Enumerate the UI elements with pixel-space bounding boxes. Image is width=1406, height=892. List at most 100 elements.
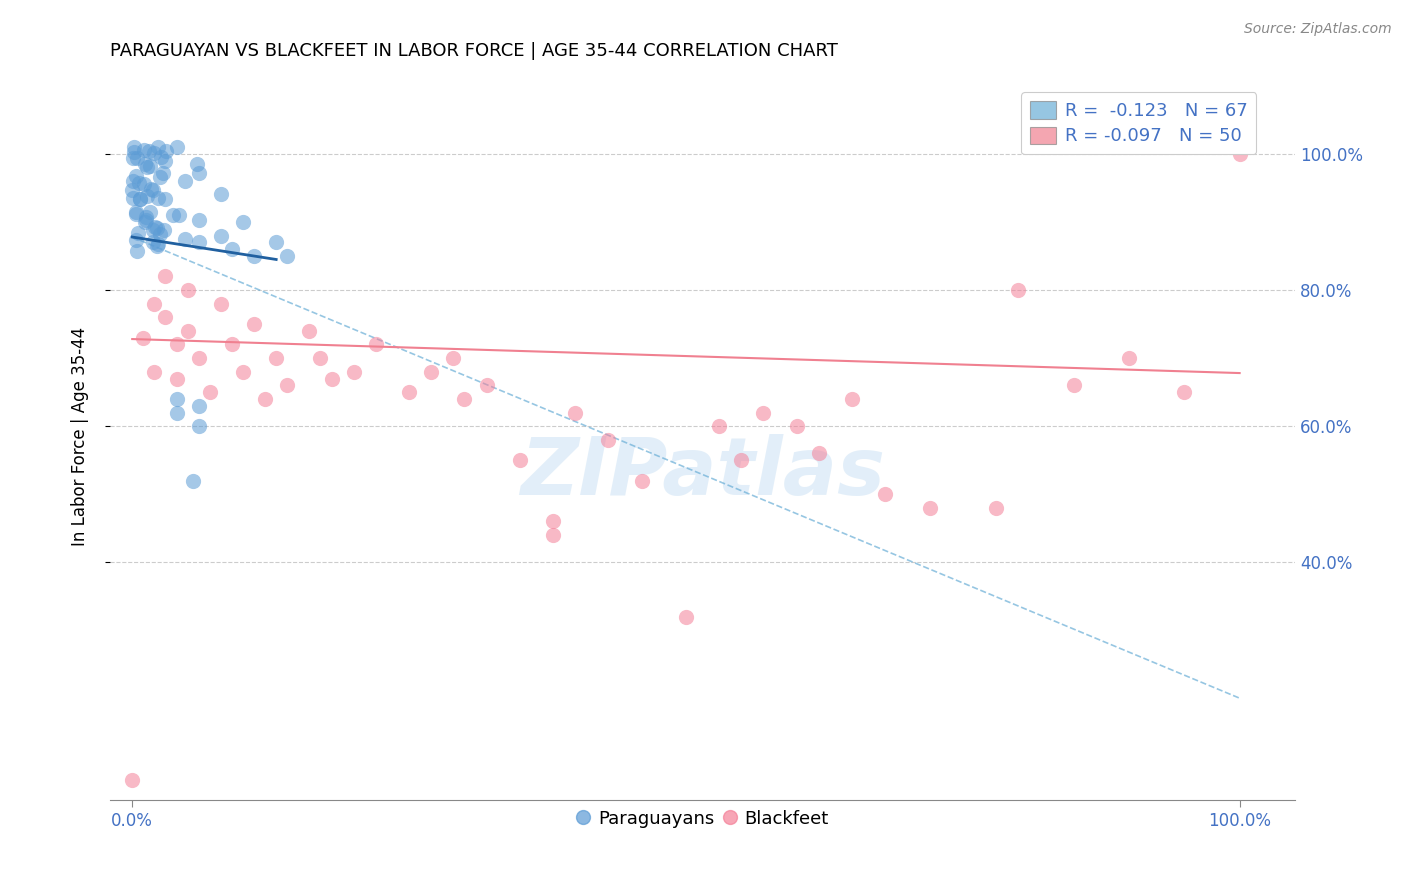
Point — [841, 392, 863, 406]
Point — [155, 269, 177, 284]
Point — [541, 528, 564, 542]
Point — [166, 140, 188, 154]
Point — [173, 174, 195, 188]
Point — [598, 433, 620, 447]
Point — [209, 187, 232, 202]
Point — [176, 324, 198, 338]
Point — [143, 219, 166, 234]
Point — [136, 189, 159, 203]
Point — [134, 157, 156, 171]
Point — [167, 208, 190, 222]
Point — [475, 378, 498, 392]
Point — [298, 324, 321, 338]
Point — [149, 227, 172, 242]
Point — [254, 392, 277, 406]
Point — [129, 192, 152, 206]
Point — [187, 166, 209, 180]
Point — [139, 182, 162, 196]
Point — [142, 183, 165, 197]
Y-axis label: In Labor Force | Age 35-44: In Labor Force | Age 35-44 — [72, 326, 89, 546]
Point — [121, 191, 143, 205]
Text: Source: ZipAtlas.com: Source: ZipAtlas.com — [1244, 22, 1392, 37]
Point — [149, 169, 172, 184]
Point — [128, 176, 150, 190]
Text: ZIPatlas: ZIPatlas — [520, 434, 884, 512]
Point — [174, 232, 197, 246]
Point — [875, 487, 897, 501]
Point — [125, 205, 148, 219]
Point — [186, 156, 208, 170]
Point — [125, 233, 148, 247]
Point — [132, 143, 155, 157]
Point — [420, 365, 443, 379]
Point — [453, 392, 475, 406]
Point — [146, 239, 169, 253]
Point — [509, 453, 531, 467]
Text: PARAGUAYAN VS BLACKFEET IN LABOR FORCE | AGE 35-44 CORRELATION CHART: PARAGUAYAN VS BLACKFEET IN LABOR FORCE |… — [110, 42, 838, 60]
Point — [143, 296, 166, 310]
Point — [155, 144, 177, 158]
Point — [148, 140, 170, 154]
Point — [984, 500, 1007, 515]
Point — [134, 215, 156, 229]
Point — [166, 337, 188, 351]
Point — [276, 249, 298, 263]
Point — [155, 192, 177, 206]
Point — [121, 174, 143, 188]
Point — [125, 206, 148, 220]
Point — [707, 419, 730, 434]
Point — [135, 211, 157, 225]
Point — [146, 191, 169, 205]
Point — [321, 371, 343, 385]
Point — [1063, 378, 1085, 392]
Point — [155, 153, 177, 168]
Point — [309, 351, 332, 365]
Point — [124, 140, 146, 154]
Point — [187, 419, 209, 434]
Point — [128, 193, 150, 207]
Point — [918, 500, 941, 515]
Point — [564, 405, 586, 419]
Point — [155, 310, 177, 325]
Point — [166, 405, 188, 419]
Point — [630, 474, 652, 488]
Point — [148, 236, 170, 251]
Point — [232, 365, 254, 379]
Point — [125, 169, 148, 184]
Point — [187, 212, 209, 227]
Point — [1229, 147, 1251, 161]
Point — [122, 151, 145, 165]
Point — [187, 235, 209, 250]
Point — [143, 365, 166, 379]
Point — [121, 183, 143, 197]
Point — [153, 223, 176, 237]
Point — [138, 144, 160, 158]
Point — [142, 146, 165, 161]
Point — [209, 228, 232, 243]
Point — [121, 772, 143, 787]
Point — [162, 208, 184, 222]
Point — [176, 283, 198, 297]
Point — [232, 215, 254, 229]
Point — [152, 166, 174, 180]
Point — [276, 378, 298, 392]
Legend: Paraguayans, Blackfeet: Paraguayans, Blackfeet — [569, 803, 837, 835]
Point — [127, 227, 149, 241]
Point — [221, 242, 243, 256]
Point — [752, 405, 775, 419]
Point — [187, 399, 209, 413]
Point — [127, 244, 149, 259]
Point — [132, 331, 155, 345]
Point — [807, 446, 830, 460]
Point — [166, 392, 188, 406]
Point — [187, 351, 209, 365]
Point — [146, 220, 169, 235]
Point — [198, 385, 221, 400]
Point — [541, 514, 564, 528]
Point — [142, 235, 165, 249]
Point — [243, 249, 266, 263]
Point — [343, 365, 366, 379]
Point — [209, 296, 232, 310]
Point — [122, 145, 145, 160]
Point — [134, 177, 156, 191]
